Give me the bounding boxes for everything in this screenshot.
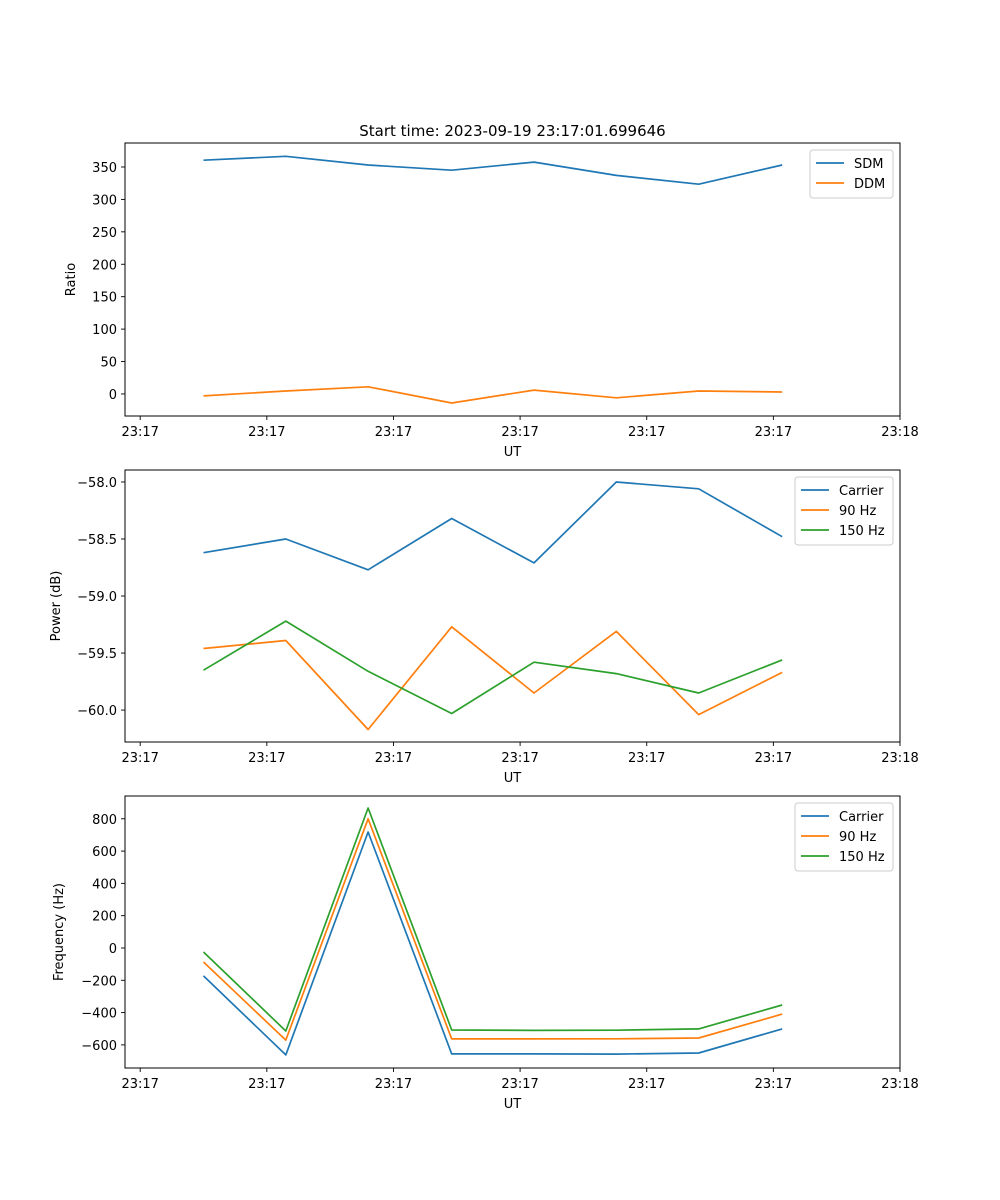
y-tick-label: −60.0 bbox=[77, 704, 117, 719]
legend: Carrier 90 Hz 150 Hz bbox=[794, 802, 894, 872]
series-line-90-hz bbox=[203, 625, 783, 731]
x-tick-label: 23:17 bbox=[375, 425, 412, 440]
x-tick-label: 23:17 bbox=[248, 751, 285, 766]
y-tick-label: 200 bbox=[92, 910, 117, 925]
legend-box bbox=[794, 476, 894, 546]
y-tick-label: 150 bbox=[92, 291, 117, 306]
series-line-150-hz bbox=[203, 620, 783, 715]
legend-label: Carrier bbox=[839, 484, 884, 499]
chart-title: Start time: 2023-09-19 23:17:01.699646 bbox=[359, 122, 665, 140]
x-axis-label: UT bbox=[504, 445, 522, 460]
x-tick-label: 23:17 bbox=[501, 1077, 538, 1092]
y-axis-label: Ratio bbox=[64, 263, 79, 296]
y-tick-label: −400 bbox=[81, 1007, 117, 1022]
x-tick-label: 23:17 bbox=[248, 1077, 285, 1092]
y-axis-label: Frequency (Hz) bbox=[52, 883, 67, 981]
y-tick-label: 50 bbox=[100, 356, 117, 371]
y-tick-label: 250 bbox=[92, 226, 117, 241]
y-tick-label: −200 bbox=[81, 974, 117, 989]
legend: Carrier 90 Hz 150 Hz bbox=[794, 476, 894, 546]
axes-frame bbox=[124, 795, 901, 1069]
legend-label: 90 Hz bbox=[839, 504, 876, 519]
y-tick-label: 800 bbox=[92, 813, 117, 828]
axes-frame bbox=[124, 142, 901, 417]
y-tick-label: −58.5 bbox=[77, 533, 117, 548]
x-tick-label: 23:17 bbox=[755, 425, 792, 440]
x-axis-label: UT bbox=[504, 1097, 522, 1112]
subplot-2: 23:17 23:17 23:17 23:17 23:17 23:17 23:18 −60.0… bbox=[49, 469, 919, 786]
y-tick-label: 300 bbox=[92, 193, 117, 208]
axes-frame bbox=[124, 469, 901, 743]
y-tick-label: −58.0 bbox=[77, 476, 117, 491]
legend-label: 150 Hz bbox=[839, 850, 885, 865]
x-tick-label: 23:17 bbox=[755, 1077, 792, 1092]
y-axis-label: Power (dB) bbox=[49, 571, 64, 642]
y-tick-label: −59.0 bbox=[77, 590, 117, 605]
series-line-carrier bbox=[203, 481, 783, 571]
x-tick-label: 23:18 bbox=[881, 1077, 918, 1092]
y-tick-label: 200 bbox=[92, 258, 117, 273]
x-tick-label: 23:17 bbox=[755, 751, 792, 766]
legend-label: SDM bbox=[854, 157, 883, 172]
series-line-sdm bbox=[203, 155, 783, 186]
y-tick-label: −59.5 bbox=[77, 647, 117, 662]
x-axis-label: UT bbox=[504, 771, 522, 786]
x-tick-label: 23:17 bbox=[628, 751, 665, 766]
y-tick-label: −600 bbox=[81, 1039, 117, 1054]
legend-label: 150 Hz bbox=[839, 524, 885, 539]
series-line-ddm bbox=[203, 385, 783, 404]
x-tick-label: 23:17 bbox=[121, 751, 158, 766]
legend-box bbox=[809, 149, 894, 199]
series-line-carrier bbox=[202, 831, 783, 1056]
x-tick-label: 23:17 bbox=[375, 1077, 412, 1092]
x-tick-label: 23:17 bbox=[501, 425, 538, 440]
x-tick-label: 23:17 bbox=[501, 751, 538, 766]
y-tick-label: 400 bbox=[92, 877, 117, 892]
y-tick-label: 350 bbox=[92, 161, 117, 176]
series-line-150-hz bbox=[202, 807, 783, 1032]
y-tick-label: 100 bbox=[92, 323, 117, 338]
legend-label: 90 Hz bbox=[839, 830, 876, 845]
x-tick-label: 23:17 bbox=[121, 425, 158, 440]
y-tick-label: 0 bbox=[109, 942, 117, 957]
x-tick-label: 23:17 bbox=[375, 751, 412, 766]
x-tick-label: 23:17 bbox=[628, 425, 665, 440]
y-tick-label: 600 bbox=[92, 845, 117, 860]
x-tick-label: 23:17 bbox=[248, 425, 285, 440]
series-line-90-hz bbox=[202, 817, 783, 1041]
legend-label: Carrier bbox=[839, 810, 884, 825]
legend-box bbox=[794, 802, 894, 872]
legend: SDM DDM bbox=[809, 149, 894, 199]
y-tick-label: 0 bbox=[109, 388, 117, 403]
legend-label: DDM bbox=[854, 177, 885, 192]
x-tick-label: 23:18 bbox=[881, 425, 918, 440]
x-tick-label: 23:17 bbox=[628, 1077, 665, 1092]
subplot-1: Start time: 2023-09-19 23:17:01.699646 23… bbox=[64, 122, 919, 460]
x-tick-label: 23:18 bbox=[881, 751, 918, 766]
subplot-3: 23:17 23:17 23:17 23:17 23:17 23:17 23:18 −600 −… bbox=[52, 795, 919, 1112]
x-tick-label: 23:17 bbox=[121, 1077, 158, 1092]
